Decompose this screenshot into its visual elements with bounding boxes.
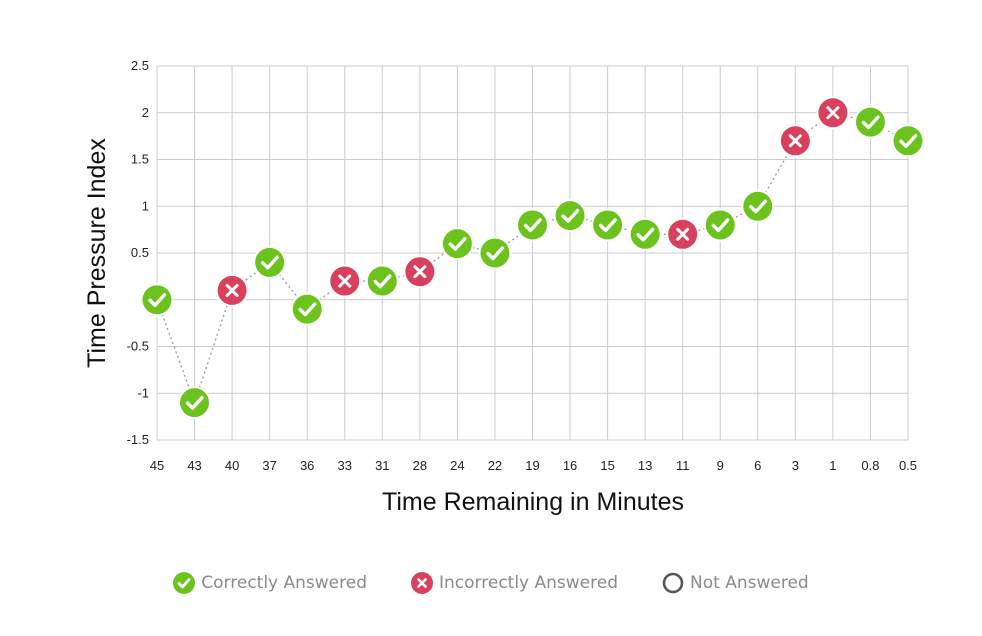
- x-tick-label: 43: [187, 458, 201, 473]
- y-tick-label: -1.5: [127, 432, 149, 447]
- x-circle-icon: [411, 572, 434, 594]
- chart-svg: 2.521.510.50-0.5-1-1.5 45434037363331282…: [83, 58, 925, 516]
- data-point-correct[interactable]: [891, 124, 925, 158]
- data-point-incorrect[interactable]: [403, 255, 437, 289]
- legend: Correctly Answered Incorrectly Answered …: [0, 572, 982, 594]
- x-tick-label: 15: [600, 458, 614, 473]
- y-axis-title: Time Pressure Index: [83, 138, 111, 368]
- data-point-correct[interactable]: [628, 217, 662, 251]
- x-tick-label: 1: [829, 458, 836, 473]
- data-point-incorrect[interactable]: [328, 264, 362, 298]
- y-tick-label: 1.5: [131, 152, 149, 167]
- x-tick-label: 22: [488, 458, 502, 473]
- legend-label-incorrect: Incorrectly Answered: [439, 573, 619, 593]
- legend-label-correct: Correctly Answered: [201, 573, 368, 593]
- x-tick-label: 31: [375, 458, 389, 473]
- empty-circle-icon: [662, 572, 684, 594]
- y-axis-ticks: 2.521.510.50-0.5-1-1.5: [127, 58, 149, 447]
- data-point-correct[interactable]: [290, 292, 324, 326]
- legend-item-correct[interactable]: Correctly Answered: [173, 572, 367, 594]
- check-circle-icon: [173, 572, 196, 594]
- x-tick-label: 9: [717, 458, 724, 473]
- x-axis-ticks: 45 43 40 37 36 33 31 28 24 22 19 16 15 13 11 9 6 3 1 0.8 0.5: [150, 458, 917, 473]
- x-tick-label: 37: [262, 458, 276, 473]
- x-tick-label: 19: [525, 458, 539, 473]
- y-tick-label: 0.5: [131, 245, 149, 260]
- data-point-correct[interactable]: [516, 208, 549, 242]
- x-tick-label: 16: [563, 458, 577, 473]
- x-tick-label: 0.5: [899, 458, 917, 473]
- data-point-incorrect[interactable]: [816, 96, 850, 130]
- data-point-correct[interactable]: [478, 236, 512, 270]
- data-point-correct[interactable]: [741, 189, 775, 223]
- x-tick-label: 40: [225, 458, 239, 473]
- y-tick-label: 1: [142, 198, 149, 213]
- data-point-correct[interactable]: [440, 227, 474, 261]
- x-tick-label: 0.8: [861, 458, 879, 473]
- legend-item-incorrect[interactable]: Incorrectly Answered: [411, 572, 618, 594]
- data-point-incorrect[interactable]: [215, 273, 249, 307]
- data-point-correct[interactable]: [253, 245, 287, 279]
- x-tick-label: 11: [676, 458, 690, 473]
- x-axis-title: Time Remaining in Minutes: [382, 488, 684, 516]
- x-tick-label: 6: [754, 458, 761, 473]
- x-tick-label: 33: [338, 458, 352, 473]
- legend-label-unanswered: Not Answered: [690, 573, 809, 593]
- x-tick-label: 36: [300, 458, 314, 473]
- data-point-correct[interactable]: [178, 386, 212, 420]
- data-point-correct[interactable]: [365, 264, 399, 298]
- y-tick-label: 2.5: [131, 58, 149, 73]
- data-point-incorrect[interactable]: [778, 124, 812, 158]
- x-tick-label: 13: [638, 458, 652, 473]
- data-point-incorrect[interactable]: [666, 217, 700, 251]
- data-point-correct[interactable]: [853, 105, 887, 139]
- data-point-correct[interactable]: [703, 208, 737, 242]
- data-points: [140, 96, 925, 420]
- data-point-correct[interactable]: [140, 283, 174, 317]
- legend-item-unanswered[interactable]: Not Answered: [662, 572, 809, 594]
- x-tick-label: 24: [450, 458, 464, 473]
- x-tick-label: 45: [150, 458, 164, 473]
- y-tick-label: -1: [137, 385, 149, 400]
- data-point-correct[interactable]: [591, 208, 625, 242]
- x-tick-label: 3: [792, 458, 799, 473]
- y-tick-label: 2: [142, 105, 149, 120]
- y-tick-label: -0.5: [127, 339, 149, 354]
- x-tick-label: 28: [413, 458, 427, 473]
- data-point-correct[interactable]: [553, 199, 587, 233]
